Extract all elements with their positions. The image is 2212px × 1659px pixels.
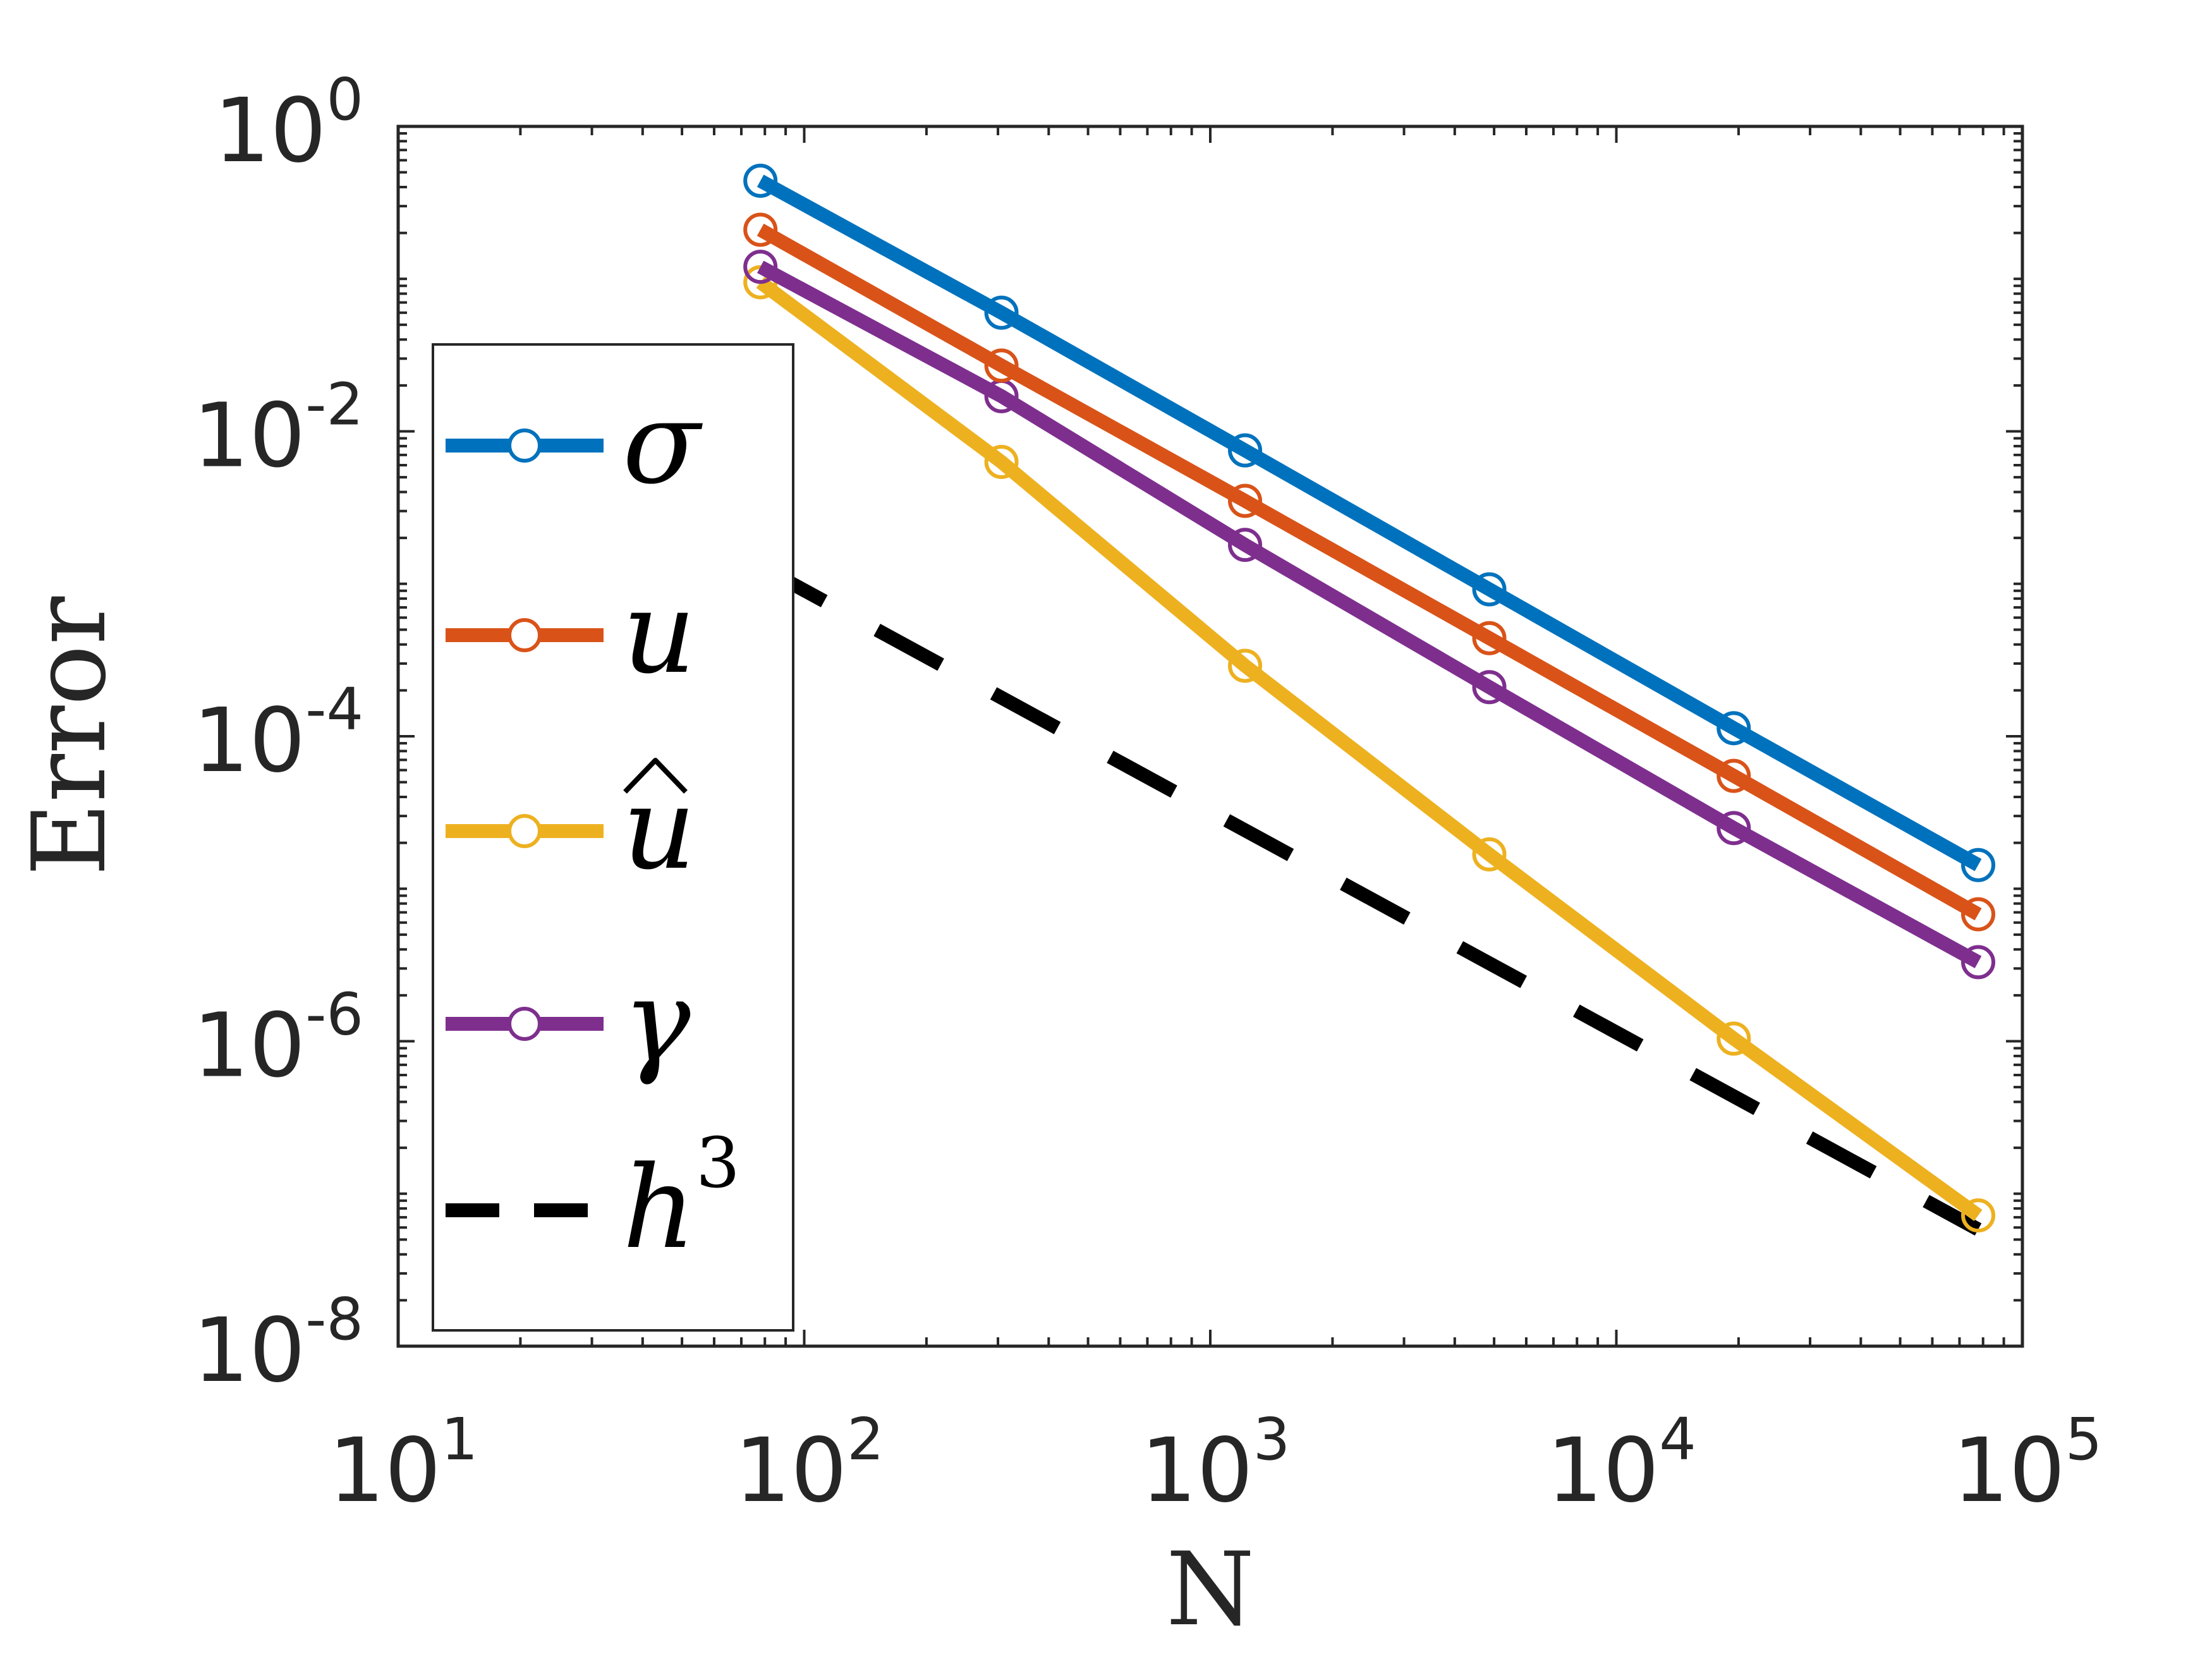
- x-tick-exp: 2: [847, 1406, 884, 1473]
- data-point-marker: [1717, 711, 1751, 746]
- x-tick-label: 105: [1953, 1406, 2103, 1522]
- legend-label-base: γ: [623, 956, 691, 1088]
- legend-swatch-marker: [507, 1007, 542, 1041]
- legend-label: σ: [623, 377, 703, 509]
- x-tick-base: 10: [734, 1419, 847, 1522]
- x-tick-base: 10: [329, 1419, 441, 1522]
- x-tick-label: 104: [1547, 1406, 1696, 1522]
- y-tick-label: 10-6: [193, 981, 363, 1098]
- legend-item: h3: [446, 1122, 740, 1274]
- legend-item: u: [446, 758, 696, 895]
- data-point-marker: [1228, 483, 1263, 518]
- data-point-marker: [984, 444, 1019, 479]
- y-tick-label: 100: [214, 66, 363, 183]
- legend-label-base: h: [623, 1142, 696, 1274]
- y-tick-base: 10: [193, 995, 305, 1098]
- series-line: [756, 276, 1983, 1222]
- legend-hat-accent: [623, 758, 688, 794]
- data-point-marker: [1472, 621, 1507, 655]
- legend-item: σ: [446, 377, 703, 509]
- data-point-marker: [1961, 1198, 1996, 1233]
- y-tick-label: 10-4: [193, 676, 363, 793]
- x-tick-label: 103: [1141, 1406, 1291, 1522]
- x-axis-title: N: [1166, 1530, 1255, 1648]
- y-axis-title: Error: [10, 596, 128, 876]
- legend-label: u: [623, 567, 696, 699]
- legend-item: γ: [446, 956, 691, 1088]
- series-1: [743, 164, 1996, 882]
- x-tick-exp: 1: [441, 1406, 478, 1473]
- data-point-marker: [984, 295, 1019, 330]
- data-point-marker: [743, 250, 778, 284]
- data-point-marker: [1228, 648, 1263, 683]
- x-tick-label: 101: [329, 1406, 478, 1522]
- legend-swatch-marker: [507, 618, 542, 652]
- x-tick-base: 10: [1547, 1419, 1659, 1522]
- x-tick-base: 10: [1141, 1419, 1253, 1522]
- series-3: [743, 265, 1996, 1233]
- data-point-marker: [1961, 848, 1996, 882]
- x-tick-exp: 5: [2065, 1406, 2103, 1473]
- x-tick-label: 102: [734, 1406, 884, 1522]
- y-tick-exp: -6: [305, 981, 363, 1048]
- data-point-marker: [1228, 528, 1263, 562]
- legend-label-base: u: [623, 567, 696, 699]
- legend-label: γ: [623, 956, 691, 1088]
- series-line: [757, 174, 1982, 872]
- major-ticks: [397, 125, 2024, 1347]
- data-point-marker: [1717, 1021, 1751, 1056]
- series-2: [743, 212, 1996, 932]
- data-point-marker: [1472, 837, 1507, 872]
- data-point-marker: [1472, 670, 1507, 705]
- series-line: [757, 260, 1982, 969]
- y-tick-exp: -2: [305, 371, 363, 439]
- series-line: [757, 223, 1982, 921]
- legend-label-base: σ: [623, 377, 703, 509]
- legend-label-sup: 3: [696, 1122, 740, 1203]
- data-point-marker: [1472, 572, 1507, 607]
- legend-item: u: [446, 567, 696, 699]
- x-tick-labels: 101 102 103 104 105: [329, 1406, 2103, 1522]
- x-tick-base: 10: [1953, 1419, 2065, 1522]
- data-point-marker: [743, 164, 778, 198]
- data-point-marker: [1961, 945, 1996, 980]
- minor-ticks: [398, 126, 2022, 1346]
- y-tick-exp: 0: [326, 66, 363, 133]
- data-point-marker: [1961, 897, 1996, 932]
- data-point-marker: [1717, 758, 1751, 793]
- y-tick-exp: -4: [305, 676, 363, 743]
- y-tick-base: 10: [193, 690, 305, 793]
- y-tick-label: 10-2: [193, 371, 363, 488]
- legend-swatch-marker: [507, 428, 542, 463]
- data-point-marker: [743, 212, 778, 247]
- x-tick-exp: 4: [1659, 1406, 1696, 1473]
- reference-line-h3: [757, 560, 1982, 1236]
- data-point-marker: [984, 348, 1019, 383]
- data-point-marker: [1228, 433, 1263, 468]
- data-point-marker: [1717, 811, 1751, 846]
- y-tick-base: 10: [193, 1299, 305, 1402]
- x-tick-exp: 3: [1253, 1406, 1291, 1473]
- y-tick-base: 10: [214, 80, 326, 183]
- series-4: [743, 250, 1996, 980]
- legend-label: h3: [623, 1122, 740, 1274]
- y-tick-base: 10: [193, 385, 305, 488]
- y-tick-label: 10-8: [193, 1285, 363, 1402]
- legend-swatch-marker: [507, 814, 542, 848]
- y-tick-exp: -8: [305, 1285, 363, 1353]
- series-layer: [743, 164, 1996, 1236]
